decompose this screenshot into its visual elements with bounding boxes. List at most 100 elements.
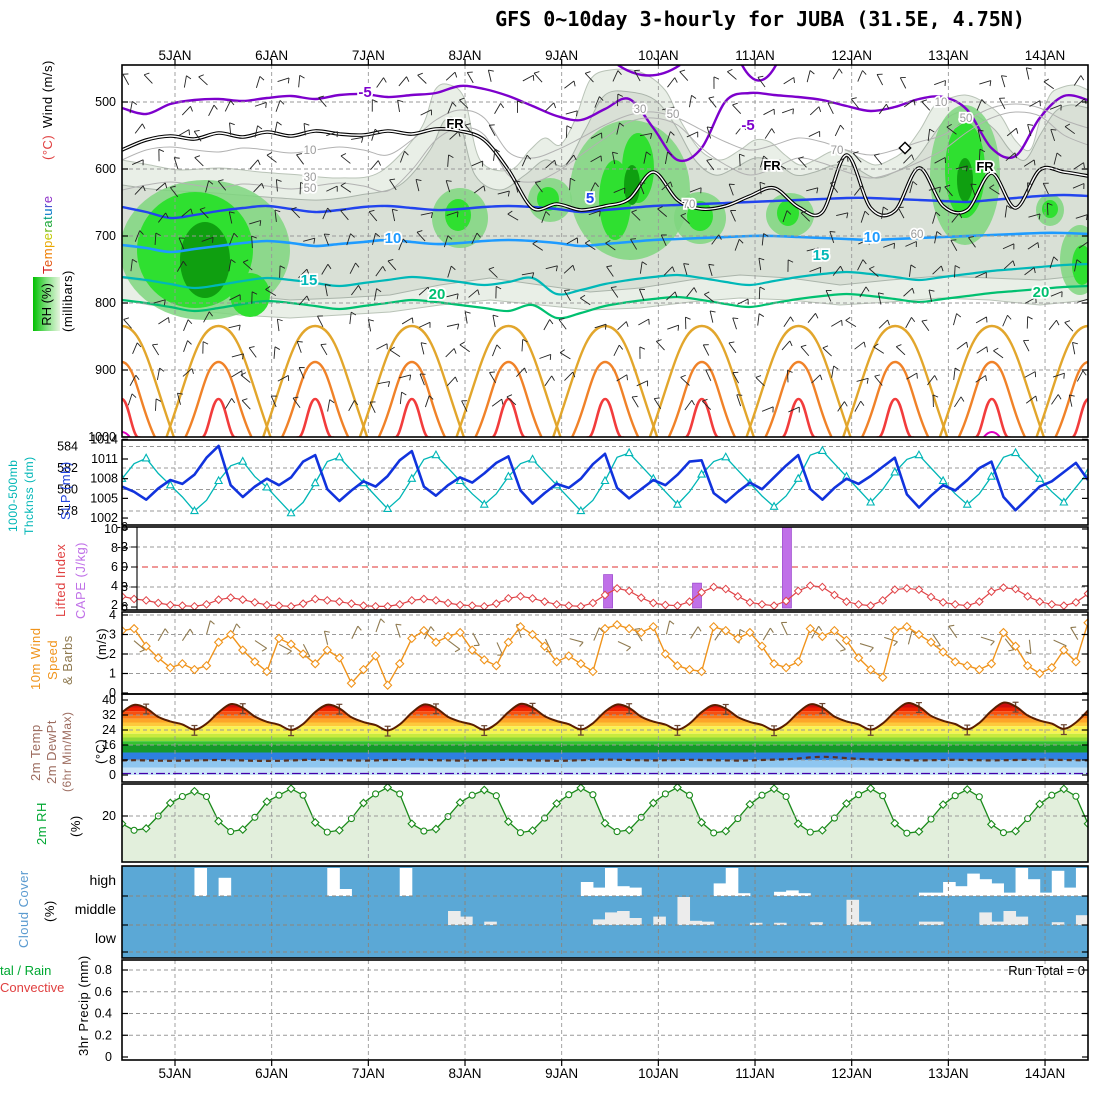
wind-barb bbox=[194, 155, 201, 159]
wind-barb bbox=[566, 237, 578, 245]
li-marker bbox=[938, 597, 948, 607]
wind-barb bbox=[686, 131, 698, 138]
li-marker bbox=[600, 590, 610, 600]
rh-contour-label: 50 bbox=[667, 109, 680, 121]
li-marker bbox=[516, 591, 525, 601]
rh-marker bbox=[334, 825, 344, 835]
thickness-tick-label: 580 bbox=[57, 483, 78, 497]
wind-barb bbox=[191, 368, 194, 375]
li-marker bbox=[1083, 589, 1088, 599]
wind-marker bbox=[672, 660, 683, 671]
wind-barb bbox=[1056, 152, 1062, 157]
rh-marker bbox=[141, 824, 151, 833]
wind-barb bbox=[913, 99, 916, 106]
wind-marker bbox=[286, 639, 296, 649]
wind-barb bbox=[132, 342, 138, 355]
wind-barb bbox=[811, 374, 821, 384]
cloud-bar-middle bbox=[846, 899, 860, 925]
wind-barb bbox=[594, 96, 600, 108]
thickness-tick-label: 578 bbox=[57, 504, 78, 518]
wind-barb bbox=[402, 238, 408, 244]
wind-marker bbox=[817, 631, 828, 642]
cloud-axis-label: Cloud Cover bbox=[16, 870, 31, 948]
rh-shading-dark bbox=[624, 165, 640, 205]
li-marker bbox=[419, 594, 429, 604]
wind-barb bbox=[704, 294, 714, 303]
cape-tick-label: 10 bbox=[104, 522, 118, 536]
wind-barb bbox=[228, 259, 232, 272]
wind-barb bbox=[136, 342, 142, 348]
wind-barb bbox=[800, 346, 810, 357]
temp-contour-arc bbox=[184, 360, 253, 437]
wind-barb bbox=[531, 272, 535, 279]
wind-barb bbox=[240, 374, 251, 383]
wind10-barbs bbox=[133, 618, 1079, 658]
wind-marker bbox=[1071, 657, 1081, 667]
thickness-marker bbox=[503, 471, 513, 480]
rh-marker bbox=[1083, 819, 1088, 829]
cloud-bar-high bbox=[1003, 892, 1017, 896]
wind-barb bbox=[680, 374, 686, 378]
li-marker bbox=[793, 586, 803, 596]
wind-barb bbox=[899, 77, 907, 89]
wind-barb bbox=[617, 640, 631, 648]
dewpoint-line bbox=[122, 755, 1088, 763]
wind-barb bbox=[495, 286, 502, 290]
precip-panel: 0.8 0.6 0.4 0.2 0 bbox=[95, 959, 1089, 1064]
wind-barb bbox=[318, 95, 324, 98]
li-marker bbox=[866, 601, 876, 610]
wind-barb bbox=[1042, 183, 1049, 195]
wind-barb bbox=[351, 625, 359, 640]
wind-barb bbox=[661, 181, 671, 191]
t2m-axis-label-2: 2m DewPt bbox=[44, 720, 59, 784]
rh-shading-dark bbox=[957, 158, 973, 202]
wind-barb bbox=[708, 264, 713, 277]
thickness-marker bbox=[238, 456, 248, 465]
wind-barb bbox=[1072, 342, 1076, 355]
wind-barb bbox=[350, 233, 355, 238]
wind-barb bbox=[507, 190, 510, 197]
wind-barb bbox=[327, 207, 332, 213]
rh-marker bbox=[178, 792, 186, 801]
wind-marker bbox=[624, 623, 634, 634]
rh-marker bbox=[879, 792, 887, 800]
wind-barb bbox=[275, 179, 278, 192]
rh-marker bbox=[503, 817, 513, 827]
rh-marker bbox=[431, 824, 441, 834]
thickness-marker bbox=[672, 499, 682, 508]
precip-tick-label: 0.2 bbox=[95, 1028, 112, 1042]
wind-barb bbox=[580, 294, 586, 299]
wind-barb bbox=[261, 183, 265, 189]
temperature-letter: p bbox=[40, 240, 55, 248]
wind-barb bbox=[759, 286, 765, 290]
wind-barb bbox=[728, 341, 735, 344]
rh-marker bbox=[1011, 826, 1021, 836]
wind-barb bbox=[398, 374, 411, 379]
contour-value-label: 15 bbox=[813, 247, 830, 264]
wind-marker bbox=[551, 657, 562, 667]
wind-barb bbox=[325, 283, 331, 287]
wind-barb bbox=[152, 344, 160, 356]
li-marker bbox=[455, 600, 465, 610]
wind-barb bbox=[298, 295, 308, 306]
wind-barb bbox=[691, 400, 695, 406]
wind-barb bbox=[978, 129, 984, 132]
wind-barb bbox=[616, 122, 620, 135]
wind-barb bbox=[873, 346, 885, 354]
wind-barb bbox=[903, 99, 915, 108]
rh-marker bbox=[165, 798, 175, 808]
wind-barb bbox=[580, 297, 591, 306]
li-marker bbox=[177, 601, 187, 610]
li-tick-label: 3 bbox=[121, 580, 128, 594]
precip-total-label: tal / Rain bbox=[0, 963, 52, 978]
wind-barb bbox=[261, 647, 267, 652]
li-marker bbox=[141, 595, 151, 605]
wind-barb bbox=[298, 75, 301, 88]
wind-barb bbox=[1014, 152, 1017, 159]
rh-marker bbox=[323, 828, 331, 836]
wind-marker bbox=[938, 647, 948, 657]
rh-marker bbox=[238, 825, 248, 834]
temp-contour-arc bbox=[1054, 360, 1088, 437]
wind-barb bbox=[684, 400, 693, 411]
wind-barb bbox=[786, 210, 792, 215]
